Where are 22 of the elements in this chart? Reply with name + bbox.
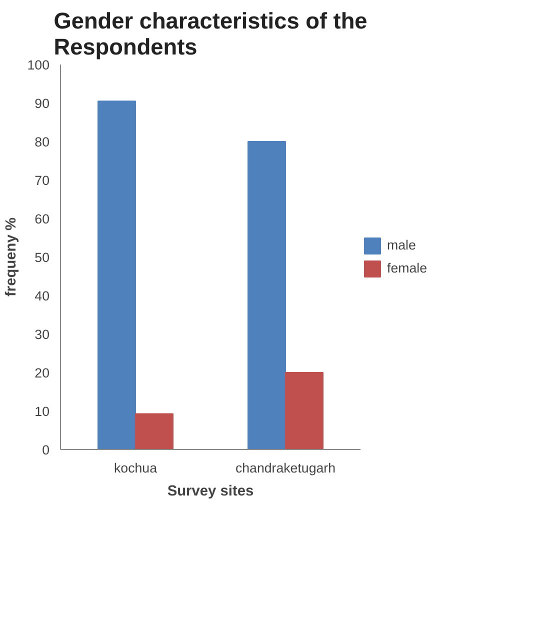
bar — [248, 141, 286, 450]
chart-title: Gender characteristics of the Respondents — [54, 8, 368, 60]
x-axis-title: Survey sites — [167, 484, 254, 500]
legend-label: male — [387, 238, 416, 252]
y-tick-label: 60 — [34, 212, 50, 226]
y-tick-label: 70 — [34, 173, 50, 188]
y-tick-label: 50 — [34, 250, 50, 265]
y-tick-label: 40 — [34, 288, 50, 304]
x-tick-label: chandraketugarh — [235, 460, 336, 476]
x-tick-label: kochua — [114, 460, 158, 476]
y-tick-label: 100 — [27, 58, 50, 72]
y-tick-label: 20 — [34, 366, 50, 380]
y-tick-label: 10 — [34, 404, 50, 419]
bar — [135, 413, 174, 450]
y-axis-title: frequeny % — [3, 218, 20, 296]
y-tick-label: 90 — [34, 96, 50, 111]
y-tick-label: 0 — [42, 442, 50, 458]
bar — [285, 372, 324, 450]
y-tick-label: 80 — [34, 134, 50, 150]
bar — [98, 100, 136, 450]
y-tick-label: 30 — [34, 327, 50, 342]
legend-label: female — [387, 260, 428, 276]
